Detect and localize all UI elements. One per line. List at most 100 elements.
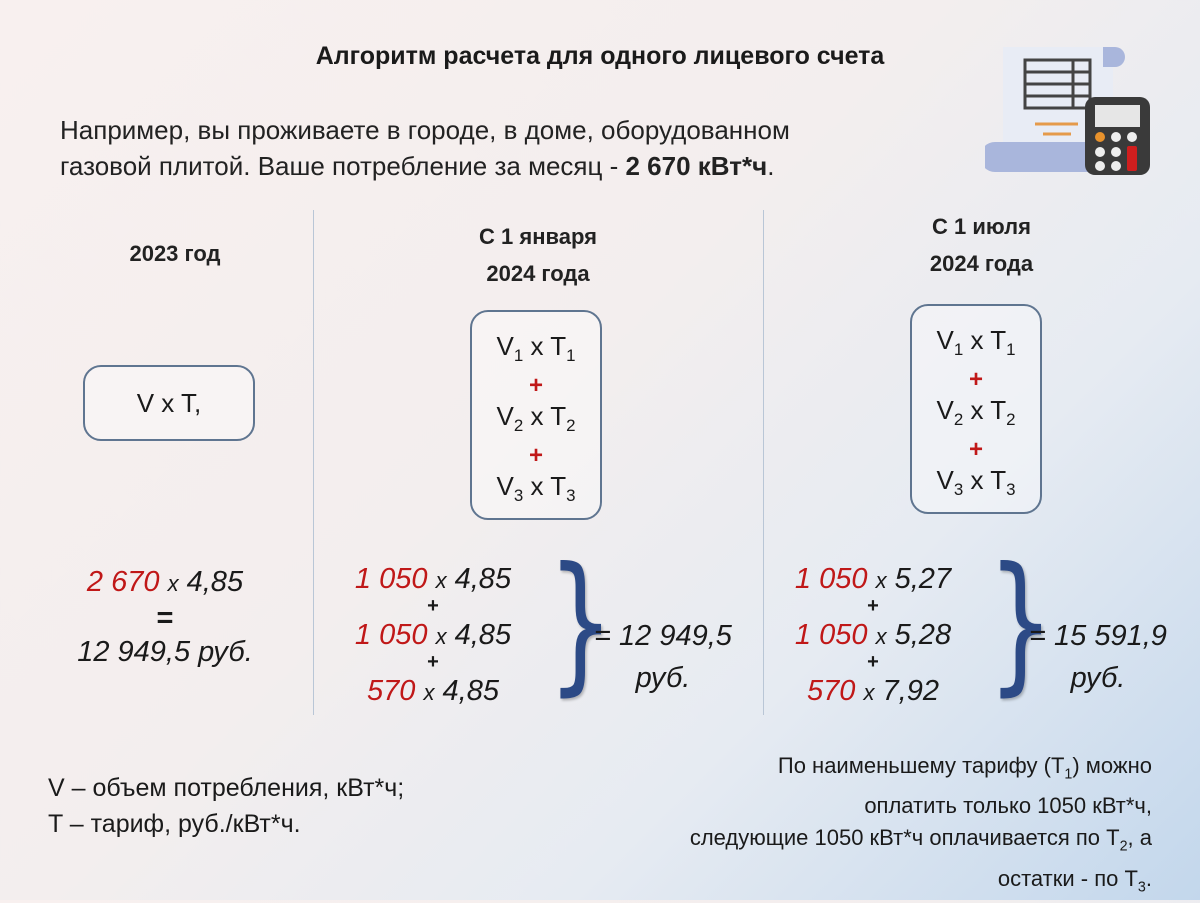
intro-prefix: газовой плитой. Ваше потребление за меся… bbox=[60, 151, 626, 181]
result-value: 12 949,5 руб. bbox=[77, 636, 253, 668]
subscript: 1 bbox=[953, 340, 964, 360]
page-title: Алгоритм расчета для одного лицевого сче… bbox=[315, 42, 885, 70]
tariff-symbol: T bbox=[990, 325, 1007, 355]
volume-symbol: V bbox=[936, 395, 954, 426]
plus-sign: + bbox=[528, 442, 543, 470]
column-heading-2023: 2023 год bbox=[60, 235, 290, 272]
note-line: остатки - по T3. bbox=[690, 863, 1152, 903]
note-text: . bbox=[1145, 865, 1152, 891]
curly-brace-icon: } bbox=[547, 536, 615, 710]
intro-line-2: газовой плитой. Ваше потребление за меся… bbox=[60, 148, 790, 184]
formula-term: V1 x T1 bbox=[912, 324, 1040, 366]
column-jan-2024: С 1 января 2024 года V1 x T1 + V2 x T2 + V3 x … bbox=[313, 0, 763, 900]
tariff-value: 4,85 bbox=[454, 619, 512, 651]
heading-line: С 1 июля bbox=[932, 214, 1031, 239]
tariff-note: По наименьшему тарифу (T1) можно оплатит… bbox=[690, 750, 1152, 903]
plus-sign: + bbox=[968, 436, 983, 464]
calc-2023: 2 670 x 4,85 = 12 949,5 руб. bbox=[40, 565, 290, 669]
subscript: 3 bbox=[513, 486, 524, 506]
note-text: ) можно bbox=[1072, 753, 1152, 778]
result: = 12 949,5 руб. bbox=[578, 615, 748, 699]
volume-value: 570 bbox=[367, 675, 416, 707]
intro-line-1: Например, вы проживаете в городе, в доме… bbox=[60, 115, 790, 145]
multiply-sign: x bbox=[530, 471, 544, 502]
tariff-value: 5,28 bbox=[894, 619, 952, 651]
calc-line: 1 050 x 4,85 bbox=[333, 608, 533, 664]
subscript: 1 bbox=[1006, 340, 1016, 360]
formula-term: V2 x T2 bbox=[912, 394, 1040, 436]
result: = 15 591,9 руб. bbox=[1013, 615, 1183, 699]
tariff-symbol: T bbox=[990, 395, 1007, 426]
note-sub: 3 bbox=[1137, 879, 1146, 896]
multiply-sign: x bbox=[167, 571, 179, 596]
multiply-sign: x bbox=[970, 395, 984, 426]
document-with-calculator-icon bbox=[985, 47, 1150, 175]
subscript: 2 bbox=[566, 416, 576, 436]
note-text: По наименьшему тарифу (T bbox=[777, 753, 1065, 778]
heading-line: 2023 год bbox=[129, 241, 221, 266]
volume-value: 2 670 bbox=[86, 566, 160, 598]
column-divider bbox=[313, 210, 314, 715]
multiply-sign: x bbox=[435, 624, 447, 649]
formula-box: V1 x T1 + V2 x T2 + V3 x T3 bbox=[910, 304, 1042, 514]
calc-line: 570 x 7,92 bbox=[773, 664, 973, 720]
multiply-sign: x bbox=[863, 680, 875, 705]
subscript: 3 bbox=[1006, 480, 1016, 500]
tariff-symbol: T bbox=[990, 465, 1007, 496]
formula-term: V3 x T3 bbox=[472, 470, 600, 512]
formula-term: V3 x T3 bbox=[912, 464, 1040, 506]
subscript: 2 bbox=[513, 416, 524, 436]
consumption-value: 2 670 кВт*ч bbox=[625, 151, 768, 181]
volume-symbol: V bbox=[936, 465, 954, 496]
volume-value: 1 050 bbox=[794, 563, 868, 595]
tariff-value: 4,85 bbox=[454, 563, 512, 595]
equals-sign: = bbox=[156, 602, 174, 634]
heading-line: 2024 года bbox=[486, 261, 590, 286]
intro-suffix: . bbox=[767, 151, 775, 181]
volume-symbol: V bbox=[496, 471, 514, 502]
multiply-sign: x bbox=[875, 624, 887, 649]
column-heading: С 1 января 2024 года bbox=[313, 218, 763, 292]
multiply-sign: x bbox=[970, 325, 984, 355]
subscript: 1 bbox=[566, 346, 576, 366]
column-heading: С 1 июля 2024 года bbox=[763, 208, 1200, 282]
calc-breakdown: 1 050 x 5,27 +1 050 x 5,28 +570 x 7,92 bbox=[773, 552, 973, 720]
intro-text: Например, вы проживаете в городе, в доме… bbox=[60, 112, 790, 184]
result-value: = 12 949,5 bbox=[594, 620, 732, 652]
calc-line: 1 050 x 5,27 bbox=[773, 552, 973, 608]
tariff-value: 7,92 bbox=[882, 675, 939, 707]
subscript: 2 bbox=[953, 410, 964, 430]
volume-symbol: V bbox=[496, 331, 514, 361]
tariff-symbol: T bbox=[550, 331, 567, 361]
formula-text: V x T, bbox=[136, 388, 202, 418]
tariff-value: 4,85 bbox=[442, 675, 499, 707]
column-divider bbox=[763, 210, 764, 715]
tariff-value: 4,85 bbox=[186, 566, 244, 598]
note-text: остатки - по T bbox=[997, 865, 1138, 891]
volume-value: 1 050 bbox=[354, 619, 428, 651]
legend: V – объем потребления, кВт*ч; T – тариф,… bbox=[48, 770, 404, 842]
result-unit: руб. bbox=[1070, 662, 1126, 694]
note-text: следующие 1050 кВт*ч оплачивается по T bbox=[689, 825, 1120, 851]
heading-line: 2024 года bbox=[929, 251, 1034, 276]
subscript: 3 bbox=[953, 480, 964, 500]
column-jul-2024: С 1 июля 2024 года V1 x T1 + V2 x T2 + V3 x T3… bbox=[763, 0, 1200, 900]
tariff-symbol: T bbox=[550, 401, 567, 432]
plus-sign: + bbox=[968, 366, 983, 394]
legend-volume: V – объем потребления, кВт*ч; bbox=[48, 774, 405, 802]
note-sub: 1 bbox=[1064, 766, 1073, 783]
note-line: следующие 1050 кВт*ч оплачивается по T2,… bbox=[690, 822, 1152, 862]
multiply-sign: x bbox=[435, 568, 447, 593]
multiply-sign: x bbox=[970, 465, 984, 496]
formula-box: V1 x T1 + V2 x T2 + V3 x T3 bbox=[470, 310, 602, 520]
result-unit: руб. bbox=[635, 662, 691, 694]
volume-value: 1 050 bbox=[794, 619, 868, 651]
volume-symbol: V bbox=[936, 325, 954, 355]
volume-value: 570 bbox=[807, 675, 856, 707]
volume-symbol: V bbox=[496, 401, 514, 432]
note-text: , а bbox=[1127, 825, 1152, 851]
volume-value: 1 050 bbox=[354, 563, 428, 595]
multiply-sign: x bbox=[423, 680, 435, 705]
multiply-sign: x bbox=[875, 568, 887, 593]
note-line: По наименьшему тарифу (T1) можно bbox=[690, 750, 1152, 790]
